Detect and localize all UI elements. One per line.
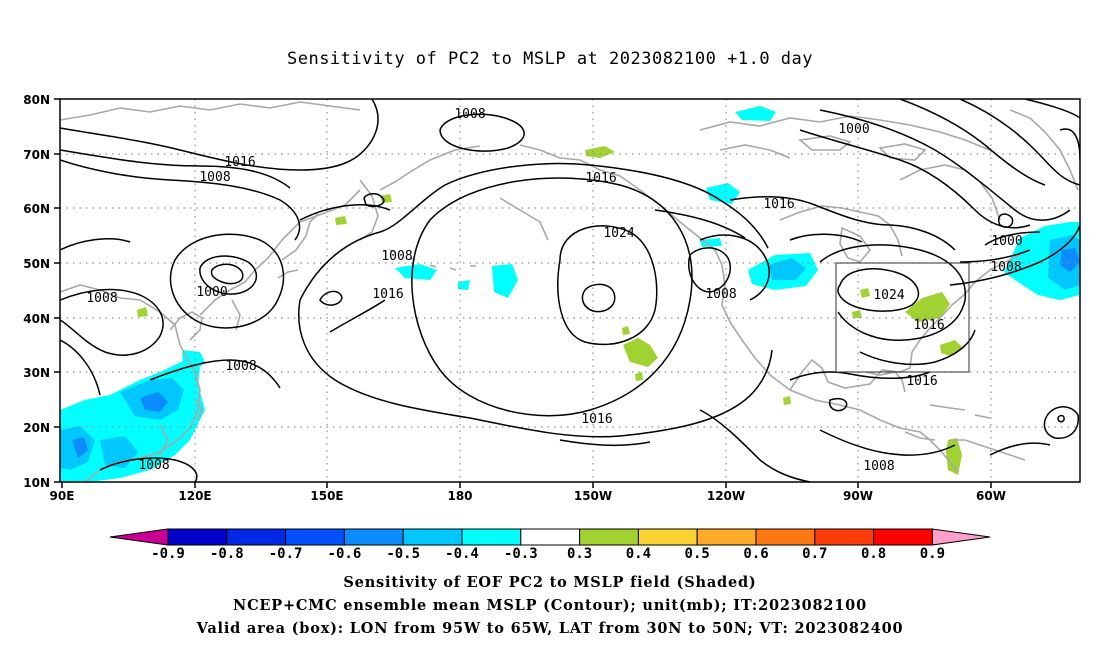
contour-label: 1016 <box>581 412 612 427</box>
colorbar-cell <box>696 528 757 546</box>
contour-label: 1008 <box>138 458 169 473</box>
gridlines <box>60 99 1080 482</box>
contour-label: 1016 <box>906 374 937 389</box>
plot-frame <box>59 98 1081 483</box>
lat-label: 70N <box>23 148 50 162</box>
contour-label: 1008 <box>454 107 485 122</box>
contour-label: 1008 <box>990 260 1021 275</box>
colorbar-cell <box>755 528 816 546</box>
lon-label: 60W <box>976 489 1006 503</box>
contour-label: 1016 <box>913 318 944 333</box>
colorbar-label: 0.4 <box>626 546 651 562</box>
colorbar-right-arrow <box>931 528 991 546</box>
contour-labels: 1008 1016 1008 1000 1008 1016 1008 1008 … <box>86 107 1022 474</box>
contour-label: 1008 <box>381 249 412 264</box>
colorbar-label: -0.5 <box>386 546 420 562</box>
coastlines <box>60 101 1079 482</box>
colorbar-label: 0.7 <box>802 546 827 562</box>
colorbar: -0.9 -0.8 -0.7 -0.6 -0.5 -0.4 -0.3 0.3 0.4 0.5 0.6… <box>109 528 991 562</box>
colorbar-cell <box>343 528 404 546</box>
contour-label: 1008 <box>225 359 256 374</box>
colorbar-label: -0.7 <box>269 546 303 562</box>
contour-label: 1000 <box>196 285 227 300</box>
contour-label: 1008 <box>863 459 894 474</box>
lat-label: 60N <box>23 202 50 216</box>
contour-label: 1008 <box>86 291 117 306</box>
colorbar-label: -0.3 <box>504 546 538 562</box>
lon-label: 90W <box>843 489 873 503</box>
longitude-labels: 90E 120E 150E 180 150W 120W 90W 60W <box>50 489 1006 503</box>
colorbar-label: 0.6 <box>743 546 768 562</box>
lon-label: 150E <box>310 489 343 503</box>
lon-label: 120E <box>178 489 211 503</box>
lat-label: 50N <box>23 257 50 271</box>
axis-ticks <box>54 98 992 488</box>
colorbar-cell <box>814 528 875 546</box>
colorbar-label: -0.8 <box>210 546 244 562</box>
contour-label: 1024 <box>603 226 634 241</box>
contour-label: 1008 <box>705 287 736 302</box>
lon-label: 120W <box>707 489 745 503</box>
contour-label: 1024 <box>873 288 904 303</box>
contour-label: 1000 <box>991 234 1022 249</box>
contour-label: 1000 <box>838 122 869 137</box>
colorbar-cell <box>637 528 698 546</box>
colorbar-label: 0.8 <box>861 546 886 562</box>
lat-label: 40N <box>23 312 50 326</box>
positive-sensitivity-areas <box>137 146 963 475</box>
contour-label: 1016 <box>224 155 255 170</box>
mslp-contours <box>60 99 1080 482</box>
colorbar-label: 0.5 <box>685 546 710 562</box>
strongest-negative-areas <box>72 248 1080 458</box>
caption-line-3: Valid area (box): LON from 95W to 65W, L… <box>196 620 904 637</box>
valid-area-box <box>835 262 970 373</box>
latitude-labels: 80N 70N 60N 50N 40N 30N 20N 10N <box>23 93 50 490</box>
lat-label: 30N <box>23 366 50 380</box>
contour-label: 1016 <box>585 171 616 186</box>
caption-line-2: NCEP+CMC ensemble mean MSLP (Contour); u… <box>233 597 867 614</box>
lat-label: 10N <box>23 476 50 490</box>
colorbar-left-arrow <box>109 528 169 546</box>
lon-label: 150W <box>574 489 612 503</box>
lon-label: 90E <box>50 489 75 503</box>
colorbar-label: -0.6 <box>328 546 362 562</box>
colorbar-cell <box>226 528 287 546</box>
lon-label: 180 <box>447 489 472 503</box>
colorbar-label: -0.4 <box>445 546 479 562</box>
caption-line-1: Sensitivity of EOF PC2 to MSLP field (Sh… <box>343 574 757 591</box>
colorbar-label: 0.3 <box>567 546 592 562</box>
colorbar-cell <box>520 528 581 546</box>
map-title: Sensitivity of PC2 to MSLP at 2023082100… <box>286 49 813 69</box>
lat-label: 80N <box>23 93 50 107</box>
colorbar-label: -0.9 <box>151 546 185 562</box>
colorbar-cell <box>167 528 228 546</box>
colorbar-cell <box>873 528 933 546</box>
colorbar-cell <box>402 528 463 546</box>
contour-label: 1016 <box>763 197 794 212</box>
contour-label: 1008 <box>199 170 230 185</box>
colorbar-cell <box>285 528 345 546</box>
colorbar-cell <box>461 528 522 546</box>
contour-label: 1016 <box>372 287 403 302</box>
colorbar-cell <box>579 528 639 546</box>
colorbar-label: 0.9 <box>920 546 945 562</box>
lat-label: 20N <box>23 421 50 435</box>
